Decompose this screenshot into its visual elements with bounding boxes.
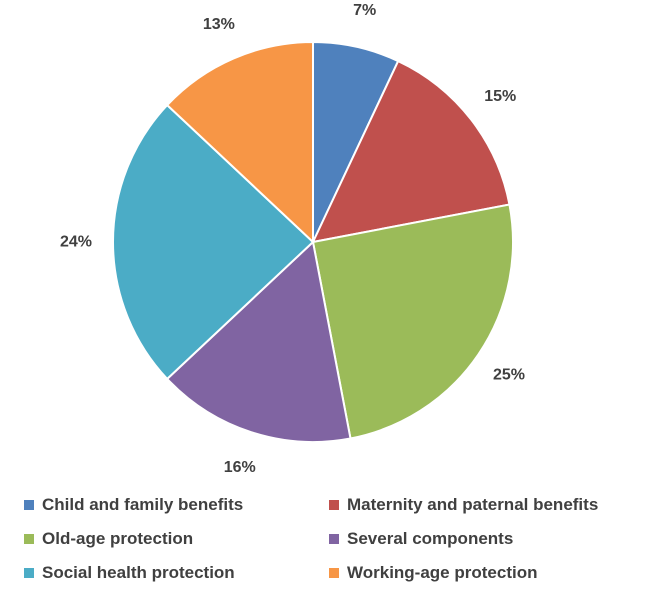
legend-label: Maternity and paternal benefits: [347, 494, 599, 514]
legend-item-maternity-and-paternal-benefits: Maternity and paternal benefits: [329, 494, 654, 515]
legend-swatch: [24, 499, 34, 510]
legend-swatch: [329, 533, 339, 544]
legend-swatch: [24, 533, 34, 544]
pie-slice-maternity-and-paternal-benefits: [312, 60, 511, 243]
pie-slice-working-age-protection: [166, 41, 314, 243]
legend-swatch: [329, 499, 339, 510]
data-label-child-and-family-benefits: 7%: [353, 2, 376, 19]
legend-swatch: [329, 567, 339, 578]
legend-label: Several components: [347, 528, 514, 548]
data-label-social-health-protection: 24%: [60, 234, 92, 251]
pie-slice-several-components: [166, 241, 352, 443]
legend-item-working-age-protection: Working-age protection: [329, 562, 654, 583]
data-label-maternity-and-paternal-benefits: 15%: [484, 88, 516, 105]
pie-data-labels: 7% 15% 25% 16% 24% 13%: [60, 2, 525, 476]
chart-legend: Child and family benefits Maternity and …: [24, 494, 654, 583]
pie-slice-old-age-protection: [312, 203, 514, 440]
legend-swatch: [24, 567, 34, 578]
data-label-working-age-protection: 13%: [203, 16, 235, 33]
legend-item-old-age-protection: Old-age protection: [24, 528, 329, 549]
legend-item-several-components: Several components: [329, 528, 654, 549]
legend-label: Child and family benefits: [42, 494, 244, 514]
data-label-old-age-protection: 25%: [493, 367, 525, 384]
legend-label: Social health protection: [42, 562, 235, 582]
legend-item-child-and-family-benefits: Child and family benefits: [24, 494, 329, 515]
data-label-several-components: 16%: [224, 459, 256, 476]
pie-slices: [112, 41, 514, 443]
legend-item-social-health-protection: Social health protection: [24, 562, 329, 583]
legend-label: Working-age protection: [347, 562, 538, 582]
pie-slice-social-health-protection: [112, 104, 314, 380]
legend-label: Old-age protection: [42, 528, 194, 548]
